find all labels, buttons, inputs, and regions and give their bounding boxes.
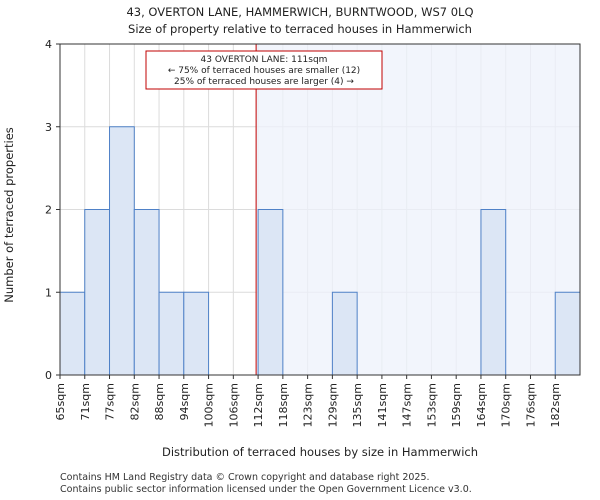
x-tick-label: 170sqm	[500, 383, 513, 427]
y-tick-label: 0	[45, 369, 52, 382]
y-tick-label: 1	[45, 286, 52, 299]
x-tick-label: 176sqm	[524, 383, 537, 427]
chart-title: 43, OVERTON LANE, HAMMERWICH, BURNTWOOD,…	[126, 5, 473, 19]
annotation-frame	[145, 50, 383, 90]
y-tick-label: 4	[45, 38, 52, 51]
bar-88sqm	[158, 291, 185, 376]
x-tick-label: 100sqm	[203, 383, 216, 427]
x-axis-label: Distribution of terraced houses by size …	[162, 445, 478, 459]
footer-licence: Contains public sector information licen…	[60, 484, 472, 495]
y-axis-label: Number of terraced properties	[2, 127, 16, 303]
y-tick-label: 3	[45, 121, 52, 134]
x-axis: 65sqm 71sqm 77sqm 82sqm 88sqm 94sqm 100sqm 106s…	[54, 375, 562, 427]
x-tick-label: 118sqm	[277, 383, 290, 427]
annotation-line-1: 43 OVERTON LANE: 111sqm	[201, 55, 328, 65]
x-tick-label: 153sqm	[425, 383, 438, 427]
x-tick-label: 141sqm	[376, 383, 389, 427]
x-tick-label: 106sqm	[227, 383, 240, 427]
x-tick-label: 164sqm	[475, 383, 488, 427]
larger-properties-region	[256, 44, 580, 375]
annotation-box: 43 OVERTON LANE: 111sqm ← 75% of terrace…	[145, 50, 383, 90]
bar-65sqm	[59, 291, 86, 376]
x-tick-label: 129sqm	[326, 383, 339, 427]
x-tick-label: 88sqm	[153, 383, 166, 420]
annotation-line-3: 25% of terraced houses are larger (4) →	[174, 77, 354, 87]
bar-164sqm	[480, 209, 507, 376]
bar-94sqm	[183, 291, 210, 376]
x-tick-label: 135sqm	[351, 383, 364, 427]
y-tick-label: 2	[45, 204, 52, 217]
bar-82sqm	[133, 209, 160, 376]
x-tick-label: 112sqm	[252, 383, 265, 427]
x-tick-label: 123sqm	[302, 383, 315, 427]
bar-112sqm	[257, 209, 284, 376]
bar-71sqm	[84, 209, 111, 376]
bars	[59, 126, 581, 376]
bar-182sqm	[554, 291, 581, 376]
footer-copyright: Contains HM Land Registry data © Crown c…	[60, 472, 430, 483]
x-tick-label: 71sqm	[79, 383, 92, 420]
bar-129sqm	[331, 291, 358, 376]
x-tick-label: 77sqm	[104, 383, 117, 420]
bar-77sqm	[109, 126, 135, 376]
x-tick-label: 159sqm	[450, 383, 463, 427]
annotation-line-2: ← 75% of terraced houses are smaller (12…	[168, 66, 360, 76]
chart-subtitle: Size of property relative to terraced ho…	[128, 22, 472, 36]
x-tick-label: 82sqm	[128, 383, 141, 420]
x-tick-label: 147sqm	[401, 383, 414, 427]
x-tick-label: 65sqm	[54, 383, 67, 420]
x-tick-label: 94sqm	[178, 383, 191, 420]
x-tick-label: 182sqm	[549, 383, 562, 427]
y-axis: 0 1 2 3 4	[45, 38, 60, 382]
